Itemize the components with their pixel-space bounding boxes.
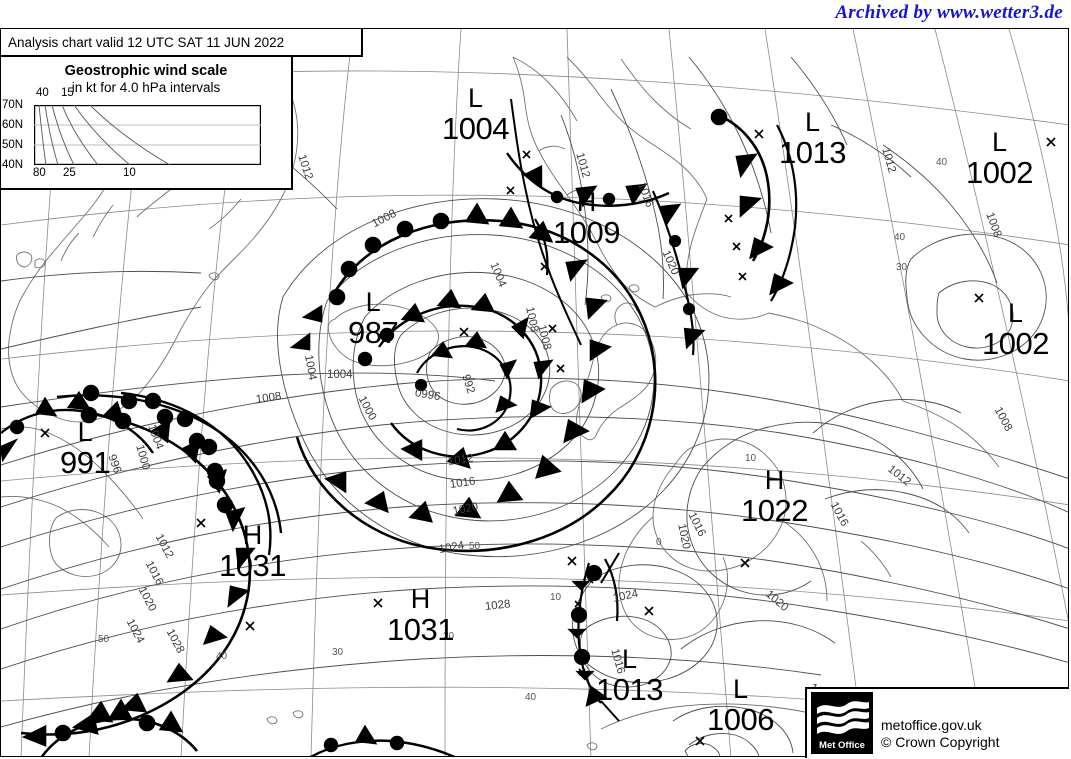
archive-watermark: Archived by www.wetter3.de	[835, 2, 1063, 23]
wind-top-40: 40	[36, 87, 49, 99]
pressure-centre-h-1031: H 1031	[387, 586, 454, 646]
front-occluded-main	[289, 202, 657, 553]
metoffice-brand-text: Met Office	[819, 740, 865, 751]
front-trough-northsea	[770, 124, 798, 302]
pressure-centre-value: 991	[60, 445, 111, 480]
front-occluded-core	[414, 331, 518, 432]
graticule-label: 20	[443, 631, 455, 642]
pressure-centre-type: L	[804, 107, 820, 137]
pressure-centre-l-991: L 991	[60, 417, 111, 480]
wind-scale-subtitle: in kt for 4.0 hPa intervals	[71, 80, 221, 95]
wind-bottom-25: 25	[63, 167, 76, 179]
wind-lat-50n: 50N	[2, 139, 24, 151]
graticule-label: 40	[894, 232, 906, 243]
wind-bottom-80: 80	[33, 167, 46, 179]
map-frame: 1012 1008 1004 1008 1012 1016 1020 1012 1008 1008…	[0, 28, 1069, 757]
pressure-centre-l-1004: L 1004	[442, 85, 509, 145]
pressure-centre-value: 1009	[553, 215, 620, 250]
wind-lat-60n: 60N	[2, 119, 24, 131]
isobars	[1, 56, 1068, 756]
metoffice-credit: metoffice.gov.uk © Crown Copyright	[881, 717, 999, 751]
front-cold-bottomleft	[40, 698, 199, 756]
front-cold-northsea	[710, 108, 794, 296]
graticule-label: 0	[656, 537, 662, 548]
pressure-centre-value: 1031	[387, 612, 454, 647]
graticule-label: 40	[525, 692, 537, 703]
pressure-centre-value: 1022	[741, 493, 808, 528]
pressure-centre-type: L	[77, 417, 93, 447]
metoffice-waves-logo: Met Office	[811, 692, 873, 754]
pressure-centre-l-1006: L 1006	[707, 676, 774, 736]
pressure-centre-value: 1004	[442, 111, 509, 146]
pressure-centre-l-1002: L 1002	[982, 300, 1049, 360]
front-occluded-991	[1, 390, 154, 463]
pressure-centre-value: 1031	[219, 548, 286, 583]
pressure-centre-type: H	[764, 465, 785, 495]
station-marks	[40, 129, 1056, 746]
graticule-label: 10	[745, 453, 757, 464]
pressure-centre-type: H	[410, 584, 431, 614]
graticule-label: 50	[98, 634, 110, 645]
graticule-label: 40	[936, 157, 948, 168]
pressure-centre-value: 1002	[982, 326, 1049, 361]
isobar-label: 1004	[327, 369, 353, 381]
front-warm-991-outer2	[120, 391, 272, 556]
front-occluded-inner	[357, 288, 554, 469]
wind-lat-40n: 40N	[2, 159, 24, 171]
pressure-centre-l-987: L 987	[348, 287, 399, 350]
pressure-centre-type: L	[467, 83, 483, 113]
waves-icon	[817, 701, 869, 734]
wind-top-15: 15	[61, 87, 74, 99]
pressure-centre-type: H	[242, 520, 263, 550]
pressure-centre-value: 1006	[707, 702, 774, 737]
wind-lat-70n: 70N	[2, 99, 24, 111]
pressure-centre-l-1002: L 1002	[966, 129, 1033, 189]
pressure-centre-type: L	[732, 674, 748, 704]
pressure-centre-type: L	[991, 127, 1007, 157]
graticule-label: 50	[469, 541, 481, 552]
pressure-centre-type: L	[1007, 298, 1023, 328]
pressure-centre-value: 1002	[966, 155, 1033, 190]
pressure-centre-h-1009: H 1009	[553, 189, 620, 249]
front-norway-coastal	[510, 98, 582, 346]
metoffice-copyright: © Crown Copyright	[881, 734, 1000, 750]
front-xmarks-norway	[506, 150, 747, 373]
front-warm-norwegian	[506, 152, 670, 208]
pressure-centre-h-1022: H 1022	[741, 467, 808, 527]
wind-scale-nomogram	[34, 105, 261, 165]
graticule-label: 10	[550, 592, 562, 603]
geostrophic-wind-scale-box: Geostrophic wind scale in kt for 4.0 hPa…	[1, 57, 293, 190]
pressure-centre-value: 1013	[779, 135, 846, 170]
pressure-centre-h-1031: H 1031	[219, 522, 286, 582]
trough-biscay	[604, 558, 619, 622]
metoffice-logo-box: Met Office metoffice.gov.uk © Crown Copy…	[805, 687, 1069, 758]
front-occluded-norway	[651, 190, 706, 356]
metoffice-website: metoffice.gov.uk	[881, 717, 982, 733]
chart-title-text: Analysis chart valid 12 UTC SAT 11 JUN 2…	[8, 35, 285, 50]
graticule-label: 30	[896, 262, 908, 273]
chart-title-box: Analysis chart valid 12 UTC SAT 11 JUN 2…	[1, 29, 363, 57]
front-cold-bottomleft2	[310, 724, 456, 756]
graticule-label: 40	[216, 651, 228, 662]
wind-scale-title: Geostrophic wind scale	[64, 63, 228, 79]
wind-bottom-10: 10	[123, 167, 136, 179]
pressure-centre-type: H	[576, 187, 597, 217]
front-cold-atlantic-sw	[20, 406, 256, 747]
graticule-label: 30	[332, 647, 344, 658]
pressure-centre-type: L	[365, 287, 381, 317]
pressure-centre-l-1013: L 1013	[596, 646, 663, 706]
pressure-centre-value: 1013	[596, 672, 663, 707]
pressure-centre-value: 987	[348, 315, 399, 350]
pressure-centre-type: L	[621, 644, 637, 674]
pressure-centre-l-1013: L 1013	[779, 109, 846, 169]
